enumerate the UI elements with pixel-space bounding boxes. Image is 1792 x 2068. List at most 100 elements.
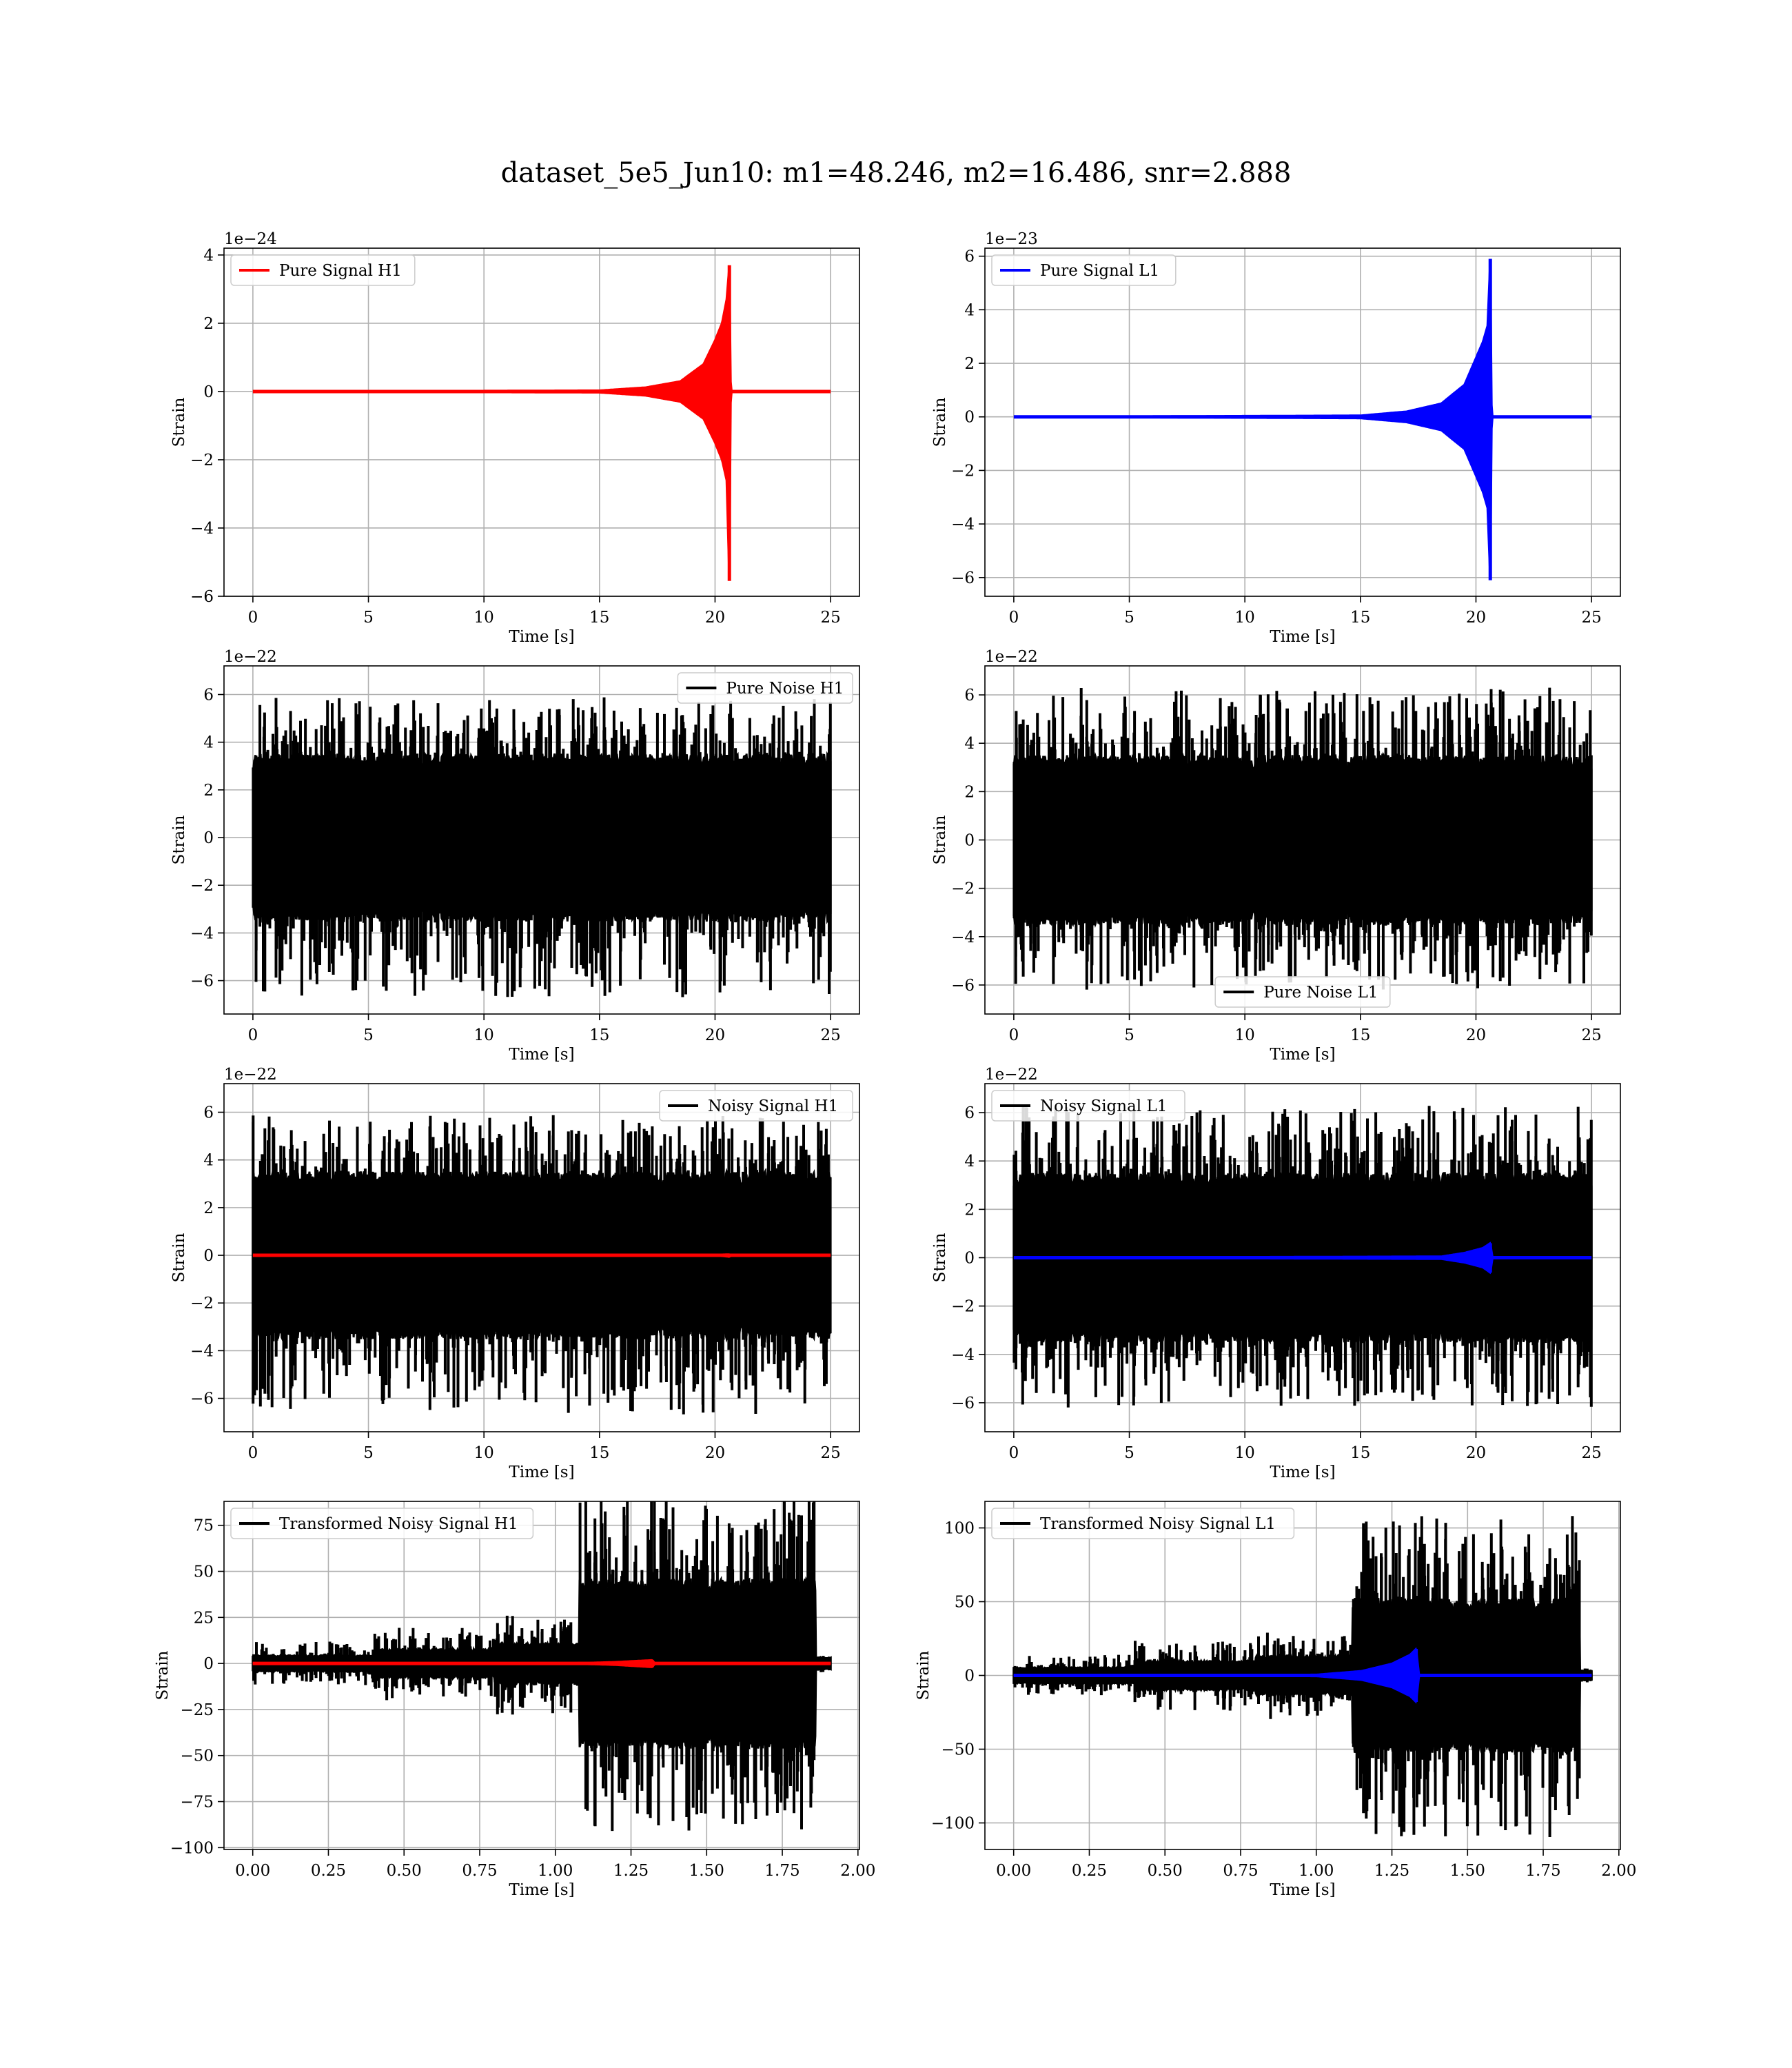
series-group [1013,258,1592,580]
y-tick-label: 0 [964,409,975,427]
signal-envelope [1013,1241,1592,1275]
x-axis-label: Time [s] [1270,1463,1335,1481]
x-tick-label: 20 [1466,1444,1486,1462]
y-axis-label: Strain [170,1233,188,1282]
legend-box [230,254,416,286]
y-axis-label: Strain [170,397,188,447]
x-tick-label: 1.25 [613,1862,649,1880]
y-tick-label: 50 [194,1563,214,1581]
y-tick-label: −75 [180,1794,214,1812]
signal-envelope [252,268,831,571]
x-tick-label: 25 [820,1444,840,1462]
y-axis-label: Strain [931,815,949,864]
legend: Transformed Noisy Signal L1 [991,1508,1295,1539]
subplot-pure-signal-l1: 0 5 10 15 20 25 −6 −4 −2 0 2 4 6 Time [s] Strain 1e−23P… [931,230,1621,646]
y-tick-label: −50 [180,1747,214,1765]
y-tick-label: 4 [964,301,975,319]
signal-envelope [1013,1647,1592,1704]
legend-box [991,1508,1295,1539]
legend-label: Pure Noise H1 [726,680,844,698]
axes-frame [984,247,1621,597]
x-tick-label: 1.50 [689,1862,724,1880]
x-tick-label: 25 [820,1026,840,1044]
x-tick-label: 0 [248,1026,258,1044]
x-tick-label: 0.25 [1072,1862,1107,1880]
y-tick-label: 25 [194,1609,214,1627]
x-tick-label: 0 [248,609,258,627]
y-axis-label: Strain [931,1233,949,1282]
axes-frame [223,1501,860,1850]
series-group [1012,1106,1593,1408]
noise-spikes [254,697,832,997]
x-tick-label: 25 [1581,609,1601,627]
x-axis-label: Time [s] [509,1881,574,1899]
y-tick-label: 2 [203,1199,214,1217]
x-tick-label: 15 [589,1444,609,1462]
y-tick-label: 4 [203,247,214,265]
x-tick-label: 1.50 [1450,1862,1485,1880]
subplot-noisy-signal-h1: 0 5 10 15 20 25 −6 −4 −2 0 2 4 6 Time [s] Strain 1e−22 N… [170,1066,860,1481]
legend: Pure Noise H1 [677,672,853,704]
series-group [1012,687,1593,990]
y-tick-label: 4 [203,1152,214,1170]
plot-background [985,248,1620,596]
subplot-transformed-noisy-signal-l1: 0.00 0.25 0.50 0.75 1.00 1.25 1.50 1.75 2.00 −100… [915,1501,1636,1899]
figure-title: dataset_5e5_Jun10: m1=48.246, m2=16.486,… [500,157,1292,189]
legend-label: Transformed Noisy Signal L1 [1040,1515,1276,1533]
series-group [252,265,831,581]
x-tick-label: 10 [1235,1444,1255,1462]
y-tick-label: −2 [190,452,214,469]
legend: Pure Signal L1 [991,254,1177,286]
x-tick-label: 0.25 [311,1862,346,1880]
x-axis-label: Time [s] [509,628,574,646]
x-tick-label: 0.50 [1148,1862,1183,1880]
offset-text: 1e−24 [224,230,277,248]
legend-box [991,254,1177,286]
x-tick-label: 0.75 [462,1862,497,1880]
y-tick-label: 2 [964,355,975,373]
offset-text: 1e−23 [985,230,1038,248]
x-tick-label: 20 [1466,609,1486,627]
y-tick-label: 6 [964,248,975,266]
legend-label: Pure Signal L1 [1040,262,1159,280]
offset-text: 1e−22 [224,1066,277,1084]
series-group [252,1115,832,1415]
x-tick-label: 5 [363,1444,374,1462]
y-tick-label: −6 [190,973,214,991]
subplot-pure-noise-l1: 0 5 10 15 20 25 −6 −4 −2 0 2 4 6 Time [s] Strain 1e−22 P… [931,648,1621,1064]
legend-label: Noisy Signal H1 [708,1097,838,1115]
subplot-pure-signal-h1: 0 5 10 15 20 25 −6 −4 −2 0 2 4 Time [s] Strain 1e−24Pu… [170,230,860,646]
y-tick-label: 0 [203,383,214,401]
legend-box [659,1090,853,1122]
legend-box [230,1508,534,1539]
x-tick-label: 25 [1581,1026,1601,1044]
offset-text: 1e−22 [224,648,277,666]
x-tick-label: 0 [1009,609,1019,627]
plot-background [224,248,859,596]
y-tick-label: −2 [951,462,975,480]
noise-spikes [1012,687,1593,990]
x-axis-label: Time [s] [1270,1881,1335,1899]
legend-label: Pure Signal H1 [279,262,402,280]
y-tick-label: 6 [964,1104,975,1122]
x-axis-label: Time [s] [509,1463,574,1481]
x-tick-label: 10 [1235,1026,1255,1044]
legend: Transformed Noisy Signal H1 [230,1508,534,1539]
y-tick-label: 2 [964,1201,975,1219]
axes-frame [223,247,860,597]
y-tick-label: 0 [964,1667,975,1685]
legend: Noisy Signal H1 [659,1090,853,1122]
series-group [1012,1516,1593,1837]
x-tick-label: 25 [820,609,840,627]
y-axis-label: Strain [931,397,949,447]
axes-frame [223,1083,860,1432]
y-tick-label: 0 [203,1655,214,1673]
legend-box [1214,976,1391,1008]
y-tick-label: 0 [203,1247,214,1265]
y-tick-label: 6 [964,687,975,704]
y-tick-label: −2 [951,880,975,898]
offset-text: 1e−22 [985,648,1038,666]
x-tick-label: 0 [248,1444,258,1462]
y-tick-label: −4 [190,924,214,942]
x-tick-label: 20 [705,1444,725,1462]
